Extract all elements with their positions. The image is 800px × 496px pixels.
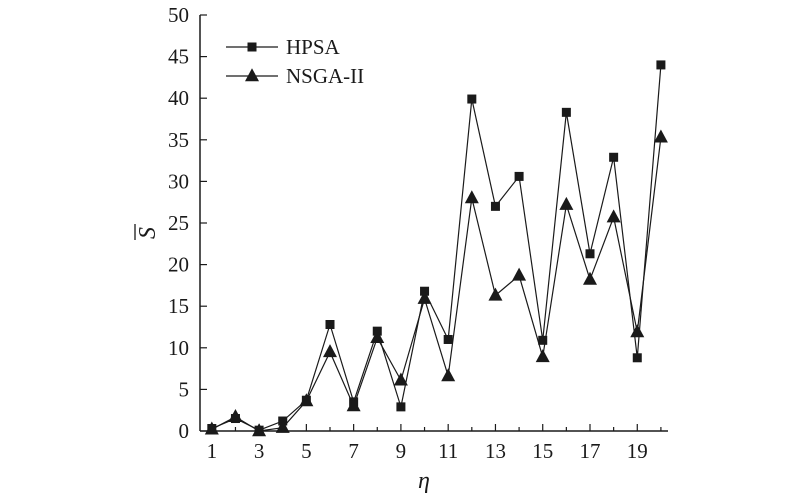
data-point-triangle	[441, 368, 456, 382]
series-hpsa	[207, 60, 666, 435]
data-point-triangle	[488, 287, 503, 301]
x-tick-label: 1	[207, 439, 218, 463]
data-point-square	[632, 353, 642, 363]
data-point-square	[514, 171, 524, 181]
y-axis-title: S	[135, 227, 161, 239]
x-tick-label: 13	[485, 439, 506, 463]
x-tick-label: 11	[438, 439, 458, 463]
y-tick-label: 40	[168, 86, 189, 110]
y-tick-label: 20	[168, 253, 189, 277]
data-point-square	[396, 402, 406, 412]
y-tick-label: 45	[168, 45, 189, 69]
data-point-square	[467, 94, 477, 104]
x-tick-label: 7	[348, 439, 359, 463]
x-tick-label: 5	[301, 439, 312, 463]
y-tick-label: 5	[179, 377, 190, 401]
y-tick-label: 0	[179, 419, 190, 443]
data-point-triangle	[275, 419, 290, 433]
data-point-triangle	[464, 190, 479, 204]
data-point-square	[443, 334, 453, 344]
legend: HPSA NSGA-II	[226, 35, 364, 88]
y-tick-label: 35	[168, 128, 189, 152]
data-point-square	[561, 107, 571, 117]
series-nsga-ii	[204, 129, 668, 437]
data-point-triangle	[512, 267, 527, 281]
x-axis-title: η	[418, 468, 430, 494]
data-point-square	[609, 152, 619, 162]
y-tick-label: 25	[168, 211, 189, 235]
data-point-triangle	[299, 393, 314, 407]
legend-marker-triangle	[245, 68, 259, 82]
x-tick-label: 3	[254, 439, 265, 463]
data-point-triangle	[653, 129, 668, 143]
y-axis-ticks: 0 5 10 15 20 25 30 35 40 45 50	[168, 3, 207, 443]
data-point-triangle	[393, 372, 408, 386]
legend-label: NSGA-II	[286, 64, 364, 88]
data-point-triangle	[583, 271, 597, 285]
data-point-triangle	[228, 409, 243, 423]
legend-marker-square	[247, 42, 257, 52]
y-tick-label: 50	[168, 3, 189, 27]
data-point-triangle	[323, 344, 337, 358]
data-point-square	[490, 201, 500, 211]
data-point-square	[538, 335, 548, 345]
data-point-triangle	[630, 324, 645, 338]
legend-label: HPSA	[286, 35, 341, 59]
x-axis-ticks: 1 3 5 7 9 11 13 15 17 19	[207, 424, 662, 463]
data-point-square	[325, 320, 335, 330]
y-tick-label: 15	[168, 294, 189, 318]
data-point-triangle	[204, 421, 219, 435]
data-point-square	[585, 249, 595, 259]
y-tick-label: 10	[168, 336, 189, 360]
data-point-triangle	[252, 423, 267, 437]
series-line	[211, 64, 662, 431]
x-tick-label: 15	[532, 439, 553, 463]
data-point-triangle	[417, 290, 432, 304]
data-point-triangle	[370, 330, 385, 344]
x-tick-label: 9	[396, 439, 407, 463]
y-tick-label: 30	[168, 169, 189, 193]
series-layer	[204, 60, 668, 437]
x-tick-label: 19	[627, 439, 648, 463]
data-point-square	[656, 60, 666, 70]
data-point-triangle	[346, 398, 361, 412]
data-point-triangle	[606, 209, 621, 223]
y-axis-title-group: S	[134, 224, 161, 240]
data-point-triangle	[559, 196, 574, 210]
data-point-triangle	[535, 349, 550, 363]
x-tick-label: 17	[580, 439, 601, 463]
series-line	[211, 137, 662, 432]
